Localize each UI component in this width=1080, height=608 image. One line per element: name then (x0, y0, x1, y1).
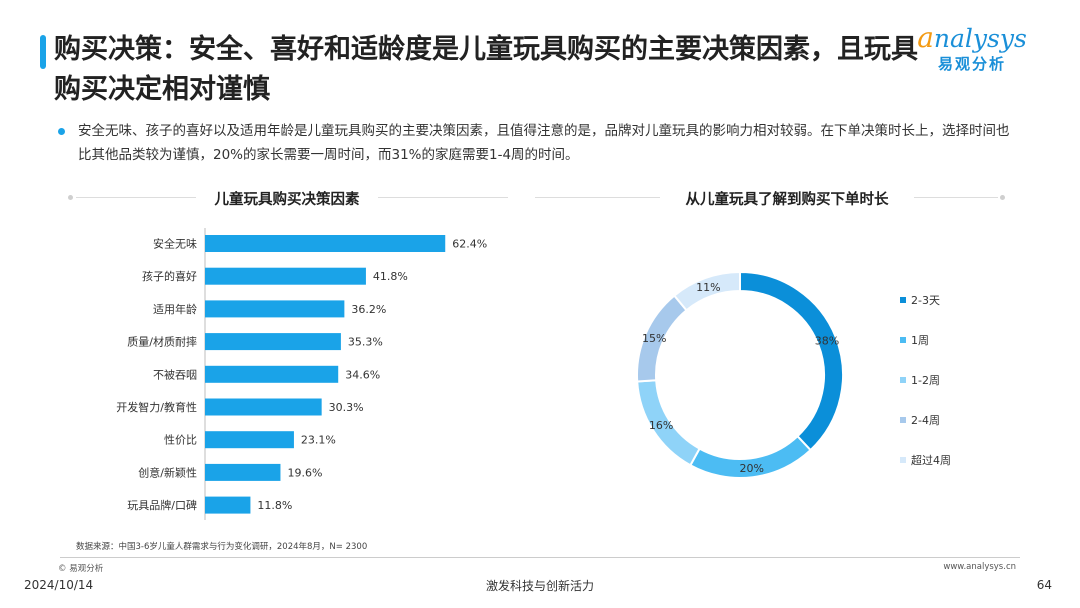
bar-value-label: 11.8% (257, 499, 292, 512)
legend-swatch (900, 297, 906, 303)
bar-mark (205, 398, 322, 416)
legend-label: 2-3天 (911, 294, 940, 307)
analysys-logo: analysys 易观分析 (902, 24, 1042, 74)
legend-item: 2-3天 (900, 280, 951, 320)
bar-value-label: 41.8% (373, 270, 408, 283)
purchase-duration-donut-chart: 38% 20% 16% 15% 11% (636, 270, 844, 479)
legend-swatch (900, 337, 906, 343)
donut-value-label: 38% (815, 335, 839, 348)
summary-text: 安全无味、孩子的喜好以及适用年龄是儿童玩具购买的主要决策因素，且值得注意的是，品… (78, 123, 1010, 163)
bar-mark (205, 431, 294, 449)
title-accent-bar (40, 35, 46, 69)
website-link[interactable]: www.analysys.cn (943, 562, 1016, 572)
right-title-dot (1000, 195, 1005, 200)
report-date: 2024/10/14 (24, 578, 94, 592)
left-title-line-left (76, 197, 196, 198)
legend-item: 1-2周 (900, 360, 951, 400)
logo-chinese-name: 易观分析 (937, 55, 1006, 73)
data-source: 数据来源：中国3-6岁儿童人群需求与行为变化调研，2024年8月，N= 2300 (76, 542, 368, 552)
bullet-icon (58, 128, 65, 135)
bar-value-label: 62.4% (452, 238, 487, 251)
bar-category-label: 开发智力/教育性 (116, 400, 197, 414)
legend-swatch (900, 457, 906, 463)
page-title: 购买决策：安全、喜好和适龄度是儿童玩具购买的主要决策因素，且玩具购买决定相对谨慎 (54, 34, 918, 105)
right-title-line-left (535, 197, 660, 198)
bar-category-label: 安全无味 (153, 237, 197, 251)
bar-value-label: 30.3% (329, 401, 364, 414)
donut-slice (672, 270, 741, 312)
bar-value-label: 23.1% (301, 434, 336, 447)
logo-wordmark-rest: nalysys (933, 24, 1027, 53)
bar-mark (205, 267, 366, 285)
logo-wordmark-initial: a (917, 21, 934, 54)
footer-divider (60, 557, 1020, 558)
slogan: 激发科技与创新活力 (485, 579, 594, 593)
left-title-dot (68, 195, 73, 200)
legend-item: 1周 (900, 320, 951, 360)
bar-category-label: 适用年龄 (153, 302, 197, 316)
page-number: 64 (1036, 578, 1052, 592)
bar-category-label: 性价比 (164, 433, 197, 447)
donut-value-label: 20% (739, 462, 763, 475)
legend-label: 1-2周 (911, 374, 940, 387)
bar-value-label: 19.6% (287, 466, 322, 479)
bar-mark (205, 235, 446, 252)
bar-value-label: 36.2% (351, 303, 386, 316)
bar-mark (205, 463, 281, 481)
legend-label: 1周 (911, 334, 929, 347)
donut-value-label: 11% (696, 281, 720, 294)
logo-wordmark: analysys (902, 24, 1042, 53)
bar-category-label: 质量/材质耐摔 (127, 335, 197, 349)
legend-label: 2-4周 (911, 414, 940, 427)
bar-value-label: 35.3% (348, 336, 383, 349)
bar-mark (205, 496, 251, 514)
legend-swatch (900, 377, 906, 383)
right-title-line-right (914, 197, 998, 198)
bar-category-label: 孩子的喜好 (142, 269, 197, 283)
legend-swatch (900, 417, 906, 423)
donut-slice (739, 270, 844, 452)
donut-value-label: 15% (642, 332, 666, 345)
legend-label: 超过4周 (911, 454, 951, 467)
bar-value-label: 34.6% (345, 368, 380, 381)
left-title-line-right (378, 197, 508, 198)
bar-mark (205, 300, 345, 318)
donut-value-label: 16% (649, 419, 673, 432)
bar-category-label: 创意/新颖性 (138, 465, 197, 479)
bar-category-label: 不被吞咽 (153, 368, 197, 381)
left-chart-title: 儿童玩具购买决策因素 (214, 192, 360, 208)
bar-mark (205, 333, 341, 351)
bar-mark (205, 365, 339, 383)
donut-legend: 2-3天 1周 1-2周 2-4周超过4周 (900, 280, 951, 480)
legend-item: 超过4周 (900, 440, 951, 480)
bar-category-label: 玩具品牌/口碑 (127, 498, 197, 512)
legend-item: 2-4周 (900, 400, 951, 440)
copyright: © 易观分析 (58, 564, 104, 574)
right-chart-title: 从儿童玩具了解到购买下单时长 (685, 192, 889, 208)
decision-factors-bar-chart: 安全无味 62.4% 孩子的喜好 41.8% 适用年龄 36.2% 质量/材质耐摔 35.3%… (116, 228, 487, 520)
